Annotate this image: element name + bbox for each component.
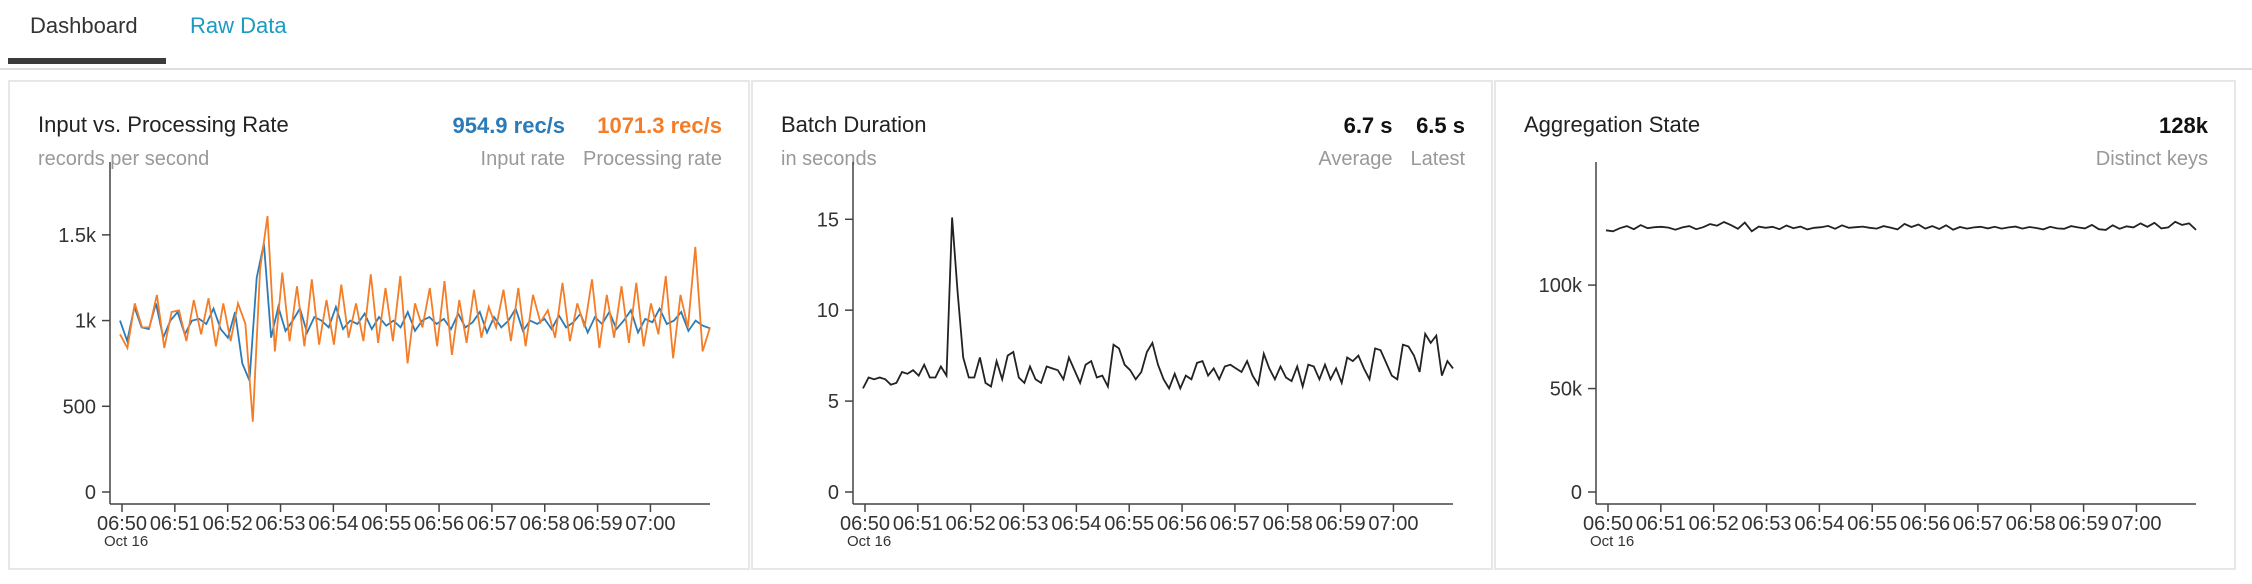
stat-label: Distinct keys bbox=[2095, 148, 2208, 170]
series-line bbox=[119, 215, 711, 422]
x-tick-label: 06:57 bbox=[1210, 513, 1260, 535]
tab-bar: Dashboard Raw Data bbox=[0, 0, 2252, 70]
x-tick-label: 06:53 bbox=[256, 513, 306, 535]
x-tick-label: 07:00 bbox=[2111, 513, 2161, 535]
x-tick-label: 06:56 bbox=[414, 513, 464, 535]
panel-title: Batch Duration bbox=[781, 112, 927, 137]
stat-processing-rate: 1071.3 rec/s Processing rate bbox=[583, 112, 722, 171]
x-tick-label: 06:53 bbox=[1742, 513, 1792, 535]
y-tick-label: 100k bbox=[1539, 275, 1583, 297]
series-line bbox=[1605, 220, 2197, 233]
x-tick-label: 06:58 bbox=[1263, 513, 1313, 535]
x-tick-label: 06:52 bbox=[1689, 513, 1739, 535]
x-tick-label: 06:55 bbox=[1104, 513, 1154, 535]
x-tick-label: 06:58 bbox=[2006, 513, 2056, 535]
panel-subtitle: records per second bbox=[38, 148, 210, 170]
x-tick-label: 06:52 bbox=[946, 513, 996, 535]
stat-value: 6.5 s bbox=[1416, 113, 1465, 138]
x-axis-date: Oct 16 bbox=[104, 533, 148, 550]
stat-label: Input rate bbox=[480, 148, 566, 170]
x-tick-label: 06:51 bbox=[150, 513, 200, 535]
y-tick-label: 0 bbox=[85, 482, 96, 504]
x-tick-label: 06:52 bbox=[203, 513, 253, 535]
tab-dashboard[interactable]: Dashboard bbox=[30, 13, 138, 38]
active-tab-indicator bbox=[8, 58, 166, 64]
x-tick-label: 06:54 bbox=[1794, 513, 1844, 535]
x-tick-label: 06:59 bbox=[2059, 513, 2109, 535]
panel-batch-duration: Batch Duration in seconds 6.7 s Average … bbox=[751, 80, 1493, 570]
x-axis-date: Oct 16 bbox=[1590, 533, 1634, 550]
tab-raw-data[interactable]: Raw Data bbox=[190, 13, 287, 38]
x-tick-label: 06:53 bbox=[999, 513, 1049, 535]
x-tick-label: 06:51 bbox=[1636, 513, 1686, 535]
series-line bbox=[119, 243, 711, 381]
stat-label: Latest bbox=[1410, 148, 1465, 170]
y-tick-label: 0 bbox=[1571, 482, 1582, 504]
x-tick-label: 07:00 bbox=[625, 513, 675, 535]
rate-chart: 0 500 1k 1.5k 06:50 06:51 06:52 06:53 06:54 06:55… bbox=[58, 162, 711, 550]
series-line bbox=[862, 217, 1454, 391]
panel-stats: 954.9 rec/s Input rate 1071.3 rec/s Proc… bbox=[452, 112, 722, 171]
y-tick-label: 5 bbox=[828, 391, 839, 413]
x-tick-label: 06:50 bbox=[840, 513, 890, 535]
x-tick-label: 06:54 bbox=[1051, 513, 1101, 535]
stat-average: 6.7 s Average bbox=[1318, 112, 1392, 171]
stat-value: 6.7 s bbox=[1343, 113, 1393, 138]
panel-stats: 128k Distinct keys bbox=[2096, 112, 2208, 171]
stat-value: 1071.3 rec/s bbox=[597, 113, 722, 138]
stat-value: 128k bbox=[2159, 113, 2208, 138]
stat-label: Processing rate bbox=[583, 148, 722, 170]
x-tick-label: 06:57 bbox=[467, 513, 517, 535]
x-tick-label: 06:58 bbox=[520, 513, 570, 535]
panel-title: Input vs. Processing Rate bbox=[38, 112, 289, 137]
stat-latest: 6.5 s Latest bbox=[1411, 112, 1465, 171]
stat-input-rate: 954.9 rec/s Input rate bbox=[452, 112, 565, 171]
x-axis-date: Oct 16 bbox=[847, 533, 891, 550]
stat-value: 954.9 rec/s bbox=[452, 113, 566, 138]
x-tick-label: 06:56 bbox=[1157, 513, 1207, 535]
panel-aggregation-state: Aggregation State 128k Distinct keys 0 50… bbox=[1494, 80, 2236, 570]
x-tick-label: 06:51 bbox=[893, 513, 943, 535]
y-tick-label: 1k bbox=[75, 311, 97, 333]
y-tick-label: 0 bbox=[828, 482, 839, 504]
y-tick-label: 15 bbox=[817, 209, 839, 231]
x-tick-label: 06:50 bbox=[1583, 513, 1633, 535]
panel-title: Aggregation State bbox=[1524, 112, 1701, 137]
x-tick-label: 06:50 bbox=[97, 513, 147, 535]
x-tick-label: 06:54 bbox=[308, 513, 358, 535]
panel-stats: 6.7 s Average 6.5 s Latest bbox=[1318, 112, 1465, 171]
x-tick-label: 06:59 bbox=[573, 513, 623, 535]
y-tick-label: 1.5k bbox=[58, 225, 97, 247]
x-tick-label: 06:56 bbox=[1900, 513, 1950, 535]
stat-distinct-keys: 128k Distinct keys bbox=[2096, 112, 2208, 171]
x-tick-label: 06:55 bbox=[361, 513, 411, 535]
panel-input-processing-rate: Input vs. Processing Rate records per se… bbox=[8, 80, 750, 570]
x-tick-label: 07:00 bbox=[1368, 513, 1418, 535]
y-tick-label: 500 bbox=[63, 396, 96, 418]
x-tick-label: 06:57 bbox=[1953, 513, 2003, 535]
x-tick-label: 06:55 bbox=[1847, 513, 1897, 535]
x-tick-label: 06:59 bbox=[1316, 513, 1366, 535]
y-tick-label: 10 bbox=[817, 300, 839, 322]
stat-label: Average bbox=[1318, 148, 1393, 170]
y-tick-label: 50k bbox=[1550, 379, 1583, 401]
